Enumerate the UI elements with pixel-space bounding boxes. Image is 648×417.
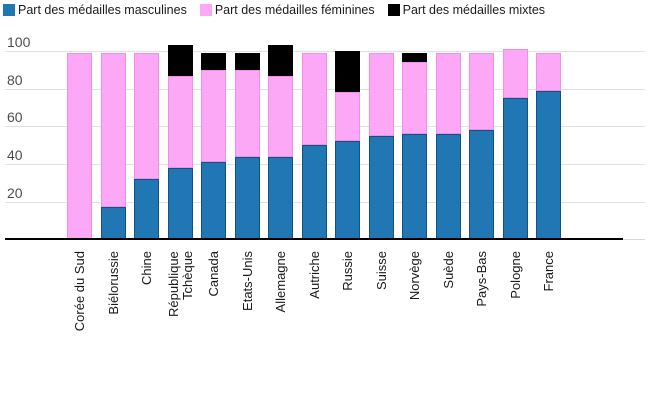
bar-segment-feminines [469,53,494,130]
bar-segment-feminines [402,62,427,134]
bar-segment-masculines [503,98,528,240]
bar-segment-mixtes [402,53,427,62]
y-axis-tick-label: 80 [7,72,23,88]
bar-segment-feminines [168,76,193,168]
legend-swatch-mixtes-icon [387,4,400,16]
x-axis-label: France [499,251,599,291]
bar-segment-feminines [436,53,461,134]
legend-swatch-masculines-icon [3,4,15,16]
legend-swatch-feminines-icon [199,4,212,16]
bar-segment-feminines [536,53,561,91]
bar-segment-feminines [134,53,159,179]
y-axis-tick-label: 20 [7,185,23,201]
bar-segment-masculines [436,134,461,240]
bar-segment-masculines [402,134,427,240]
bar-segment-masculines [101,207,126,240]
bar-segment-mixtes [268,45,293,76]
bar-segment-feminines [201,70,226,162]
bar-segment-mixtes [201,53,226,70]
bar-segment-mixtes [235,53,260,70]
bar-segment-masculines [235,157,260,240]
bar-segment-feminines [335,92,360,141]
bar-segment-masculines [134,179,159,240]
legend-item-feminines: Part des médailles féminines [199,3,375,17]
bar-segment-mixtes [335,51,360,92]
bar-segment-masculines [168,168,193,240]
legend-item-mixtes: Part des médailles mixtes [387,3,546,17]
bar-segment-feminines [101,53,126,207]
bar-segment-feminines [235,70,260,157]
legend-item-label: Part des médailles mixtes [402,3,546,17]
y-axis-tick-label: 40 [7,147,23,163]
bar-segment-feminines [67,53,92,240]
bar-segment-masculines [369,136,394,240]
bar-segment-masculines [201,162,226,240]
bar-segment-masculines [335,141,360,240]
bar-segment-masculines [469,130,494,240]
legend-item-label: Part des médailles féminines [214,3,375,17]
bar-segment-feminines [503,49,528,98]
y-axis-tick-label: 100 [7,34,31,50]
bar-segment-mixtes [168,45,193,76]
x-axis-line [5,238,623,240]
bar-segment-masculines [536,91,561,240]
gridline [5,51,645,52]
y-axis-tick-label: 60 [7,109,23,125]
bar-segment-masculines [302,145,327,240]
legend-item-masculines: Part des médailles masculines [3,3,187,17]
bar-segment-feminines [369,53,394,136]
x-axis-line-tail [623,239,645,240]
x-axis-label-text: France [541,251,556,292]
legend: Part des médailles masculines Part des m… [3,3,545,17]
bar-segment-feminines [302,53,327,145]
bar-segment-feminines [268,76,293,157]
legend-item-label: Part des médailles masculines [18,3,187,17]
bar-segment-masculines [268,157,293,240]
